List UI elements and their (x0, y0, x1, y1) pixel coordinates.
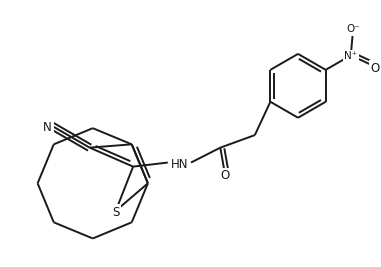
Text: S: S (112, 206, 120, 219)
Text: HN: HN (171, 158, 188, 171)
Text: O⁻: O⁻ (346, 24, 360, 34)
Text: N: N (43, 121, 52, 134)
Text: N⁺: N⁺ (344, 51, 357, 61)
Text: O: O (371, 62, 380, 75)
Text: O: O (220, 169, 230, 182)
